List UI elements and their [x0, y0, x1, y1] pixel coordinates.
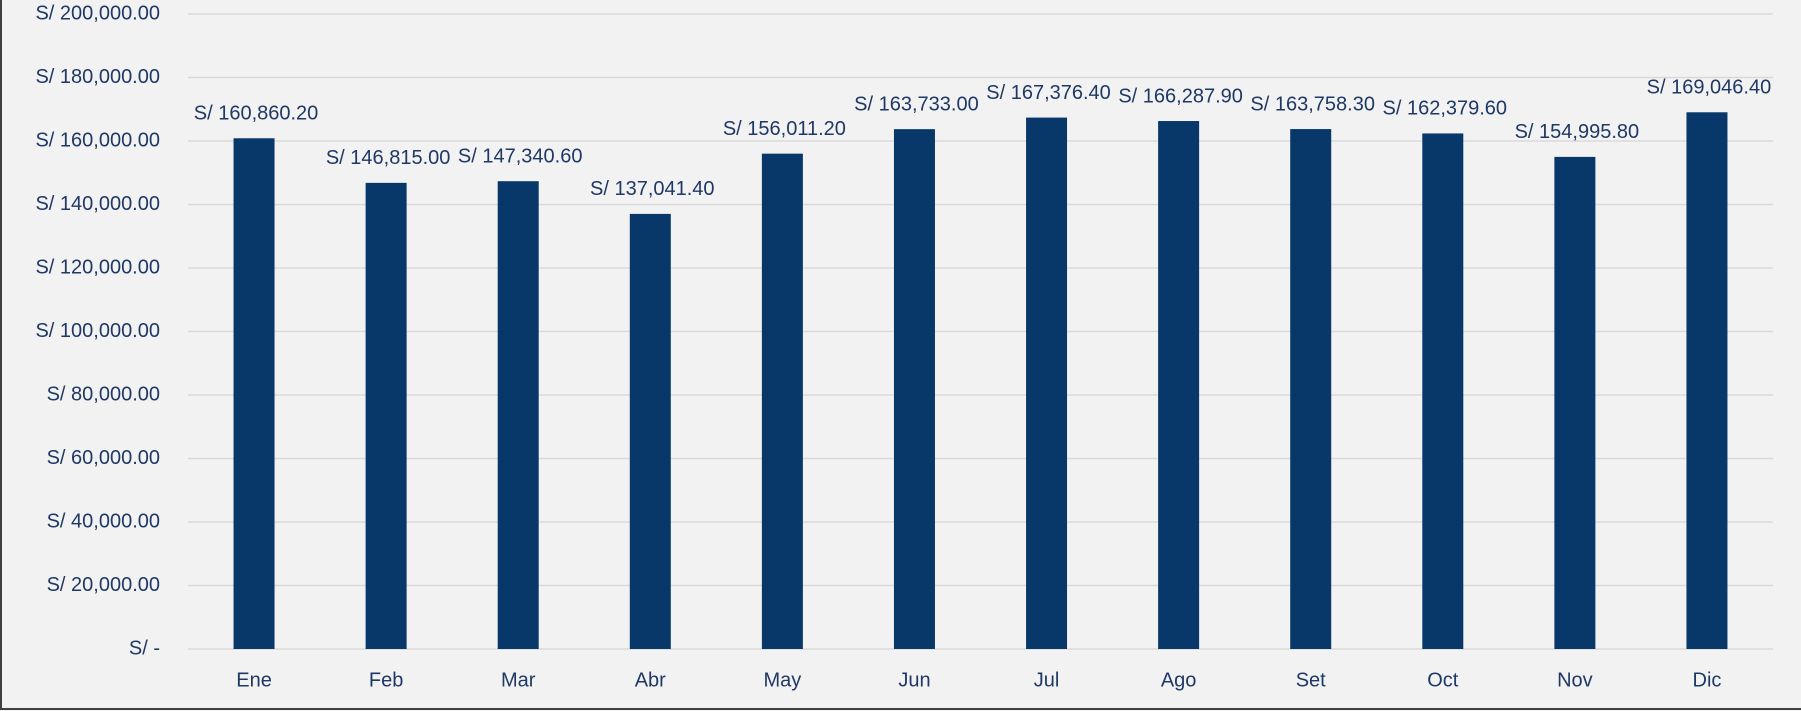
- data-label: S/ 146,815.00: [326, 147, 451, 169]
- data-label: S/ 163,758.30: [1250, 93, 1375, 115]
- bar: [365, 182, 407, 650]
- bar: [1422, 133, 1464, 649]
- y-tick-label: S/ 120,000.00: [35, 256, 160, 278]
- y-tick-label: S/ -: [129, 637, 160, 659]
- data-label: S/ 163,733.00: [854, 93, 979, 115]
- y-tick-label: S/ 100,000.00: [35, 320, 160, 342]
- x-tick-label: Abr: [635, 669, 666, 691]
- x-tick-label: Nov: [1557, 669, 1593, 691]
- bar: [1026, 117, 1068, 649]
- bar: [629, 213, 671, 649]
- bar: [1686, 112, 1728, 649]
- x-tick-label: Jun: [898, 669, 930, 691]
- bar: [1554, 156, 1596, 649]
- bar: [233, 138, 275, 649]
- x-tick-label: Ene: [236, 669, 272, 691]
- data-label: S/ 156,011.20: [723, 118, 846, 140]
- data-label: S/ 169,046.40: [1647, 77, 1772, 99]
- x-tick-label: Mar: [501, 669, 536, 691]
- x-tick-label: Ago: [1161, 669, 1197, 691]
- y-tick-label: S/ 200,000.00: [35, 2, 160, 24]
- y-tick-label: S/ 80,000.00: [47, 383, 160, 405]
- y-tick-label: S/ 60,000.00: [47, 447, 160, 469]
- data-label: S/ 154,995.80: [1515, 121, 1640, 143]
- bar: [1290, 129, 1332, 650]
- bar: [1158, 121, 1200, 650]
- y-tick-label: S/ 180,000.00: [35, 66, 160, 88]
- x-tick-label: Feb: [369, 669, 403, 691]
- y-tick-label: S/ 160,000.00: [35, 129, 160, 151]
- x-tick-label: May: [763, 669, 801, 691]
- data-label: S/ 160,860.20: [194, 103, 319, 125]
- data-label: S/ 166,287.90: [1118, 85, 1243, 107]
- data-label: S/ 147,340.60: [458, 145, 583, 167]
- x-tick-label: Set: [1296, 669, 1326, 691]
- y-tick-label: S/ 140,000.00: [35, 193, 160, 215]
- x-tick-label: Jul: [1034, 669, 1060, 691]
- x-tick-label: Oct: [1427, 669, 1459, 691]
- data-label: S/ 167,376.40: [986, 82, 1111, 104]
- data-label: S/ 162,379.60: [1383, 98, 1508, 120]
- y-tick-label: S/ 40,000.00: [47, 510, 160, 532]
- x-tick-label: Dic: [1693, 669, 1722, 691]
- bar: [497, 181, 539, 649]
- data-label: S/ 137,041.40: [590, 178, 715, 200]
- bar: [761, 153, 803, 650]
- bar: [893, 129, 935, 650]
- y-tick-label: S/ 20,000.00: [47, 574, 160, 596]
